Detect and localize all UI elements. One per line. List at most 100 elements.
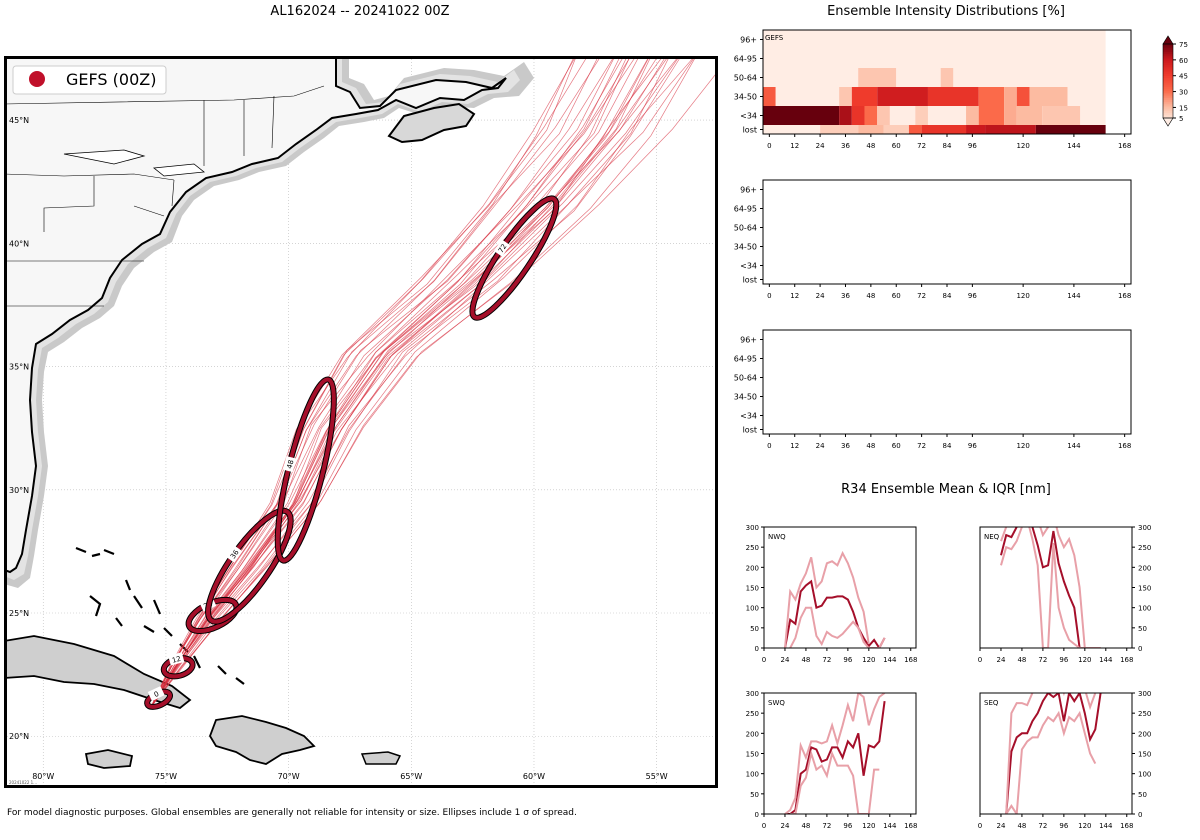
y-tick-label: 50 bbox=[1138, 625, 1147, 633]
colorbar-tick-label: 45 bbox=[1179, 73, 1188, 81]
heatmap-cell bbox=[915, 106, 928, 125]
r34-series-mean bbox=[1005, 693, 1102, 814]
x-tick-label: 0 bbox=[762, 822, 766, 830]
x-tick-label: 168 bbox=[904, 822, 917, 830]
plot-frame bbox=[762, 179, 1132, 285]
landmass-jamaica bbox=[84, 749, 134, 769]
y-tick-label: 96+ bbox=[740, 336, 757, 345]
y-tick-label: <34 bbox=[740, 262, 757, 271]
colorbar-segment bbox=[1163, 99, 1173, 102]
x-tick-label: 24 bbox=[816, 292, 825, 300]
lat-tick-label: 20°N bbox=[9, 732, 29, 741]
y-tick-label: 100 bbox=[746, 771, 759, 779]
r34-series-iqr-high bbox=[1005, 693, 1097, 814]
ensemble-track bbox=[150, 56, 695, 707]
colorbar-segment bbox=[1163, 79, 1173, 82]
x-tick-label: 48 bbox=[801, 822, 810, 830]
x-tick-label: 96 bbox=[968, 442, 977, 450]
x-tick-label: 24 bbox=[997, 656, 1006, 664]
heatmap-cell bbox=[1004, 106, 1017, 125]
plot-frame bbox=[762, 329, 1132, 435]
y-tick-label: <34 bbox=[740, 112, 757, 121]
ensemble-track bbox=[150, 56, 599, 707]
x-tick-label: 144 bbox=[1067, 292, 1081, 300]
x-tick-label: 72 bbox=[1038, 656, 1047, 664]
legend-label: GEFS (00Z) bbox=[66, 70, 156, 89]
map-title: AL162024 -- 20241022 00Z bbox=[270, 4, 450, 19]
colorbar-segment bbox=[1163, 108, 1173, 112]
colorbar-segment bbox=[1163, 47, 1173, 51]
y-tick-label: 100 bbox=[1138, 605, 1151, 613]
colorbar-tick-label: 30 bbox=[1179, 89, 1188, 97]
x-tick-label: 24 bbox=[816, 142, 825, 150]
colorbar-segment bbox=[1163, 90, 1173, 93]
x-tick-label: 12 bbox=[790, 292, 799, 300]
lat-tick-label: 35°N bbox=[9, 363, 29, 372]
colorbar-segment bbox=[1163, 82, 1173, 86]
x-tick-label: 84 bbox=[943, 142, 952, 150]
ellipse-label: 48 bbox=[286, 459, 296, 470]
x-tick-label: 60 bbox=[892, 442, 901, 450]
heatmap-cell bbox=[978, 106, 1005, 125]
x-tick-label: 144 bbox=[1067, 142, 1081, 150]
colorbar-segment bbox=[1163, 51, 1173, 54]
colorbar-segment bbox=[1163, 110, 1173, 113]
y-tick-label: 34-50 bbox=[734, 93, 757, 102]
x-tick-label: 120 bbox=[1078, 822, 1091, 830]
colorbar-segment bbox=[1163, 95, 1173, 99]
x-tick-label: 96 bbox=[1059, 656, 1068, 664]
x-tick-label: 168 bbox=[1118, 442, 1131, 450]
x-tick-label: 168 bbox=[1118, 292, 1131, 300]
x-tick-label: 0 bbox=[978, 822, 982, 830]
colorbar-segment bbox=[1163, 49, 1173, 52]
quadrant-label: SEQ bbox=[984, 699, 999, 707]
ensemble-track bbox=[150, 56, 616, 707]
heatmap-cell bbox=[763, 125, 821, 134]
heatmap-cell bbox=[1035, 125, 1106, 134]
y-tick-label: 150 bbox=[1138, 751, 1151, 759]
y-tick-label: 0 bbox=[1138, 811, 1142, 819]
x-tick-label: 120 bbox=[1016, 142, 1029, 150]
intensity-colorbar: 5 15 30 45 60 75 bbox=[1162, 35, 1188, 127]
r34-lines bbox=[784, 693, 886, 814]
x-tick-label: 144 bbox=[1067, 442, 1081, 450]
colorbar-segment bbox=[1163, 112, 1173, 115]
colorbar-segment bbox=[1163, 69, 1173, 73]
heatmap-cell bbox=[953, 68, 1106, 87]
heatmap-cell bbox=[927, 106, 967, 125]
colorbar-tick-label: 15 bbox=[1179, 104, 1188, 112]
x-tick-label: 120 bbox=[862, 822, 875, 830]
y-tick-label: <34 bbox=[740, 412, 757, 421]
intensity-title: Ensemble Intensity Distributions [%] bbox=[827, 4, 1065, 19]
y-tick-label: 64-95 bbox=[734, 55, 757, 64]
y-tick-label: 64-95 bbox=[734, 355, 757, 364]
colorbar-segment bbox=[1163, 58, 1173, 62]
r34-series-iqr-high bbox=[784, 550, 870, 648]
x-tick-label: 168 bbox=[1120, 656, 1133, 664]
x-tick-label: 96 bbox=[843, 822, 852, 830]
colorbar-segment bbox=[1163, 88, 1173, 91]
ensemble-track bbox=[150, 56, 696, 707]
x-tick-label: 0 bbox=[762, 656, 766, 664]
lon-tick-label: 80°W bbox=[32, 772, 54, 781]
colorbar-segment bbox=[1163, 45, 1173, 49]
r34-series-iqr-low bbox=[1000, 527, 1101, 648]
y-tick-label: 200 bbox=[1138, 564, 1151, 572]
ensemble-track bbox=[150, 56, 631, 707]
lat-tick-label: 30°N bbox=[9, 486, 29, 495]
ellipse-label-bg bbox=[283, 456, 297, 473]
colorbar-segment bbox=[1163, 84, 1173, 88]
heatmap-cell bbox=[877, 106, 890, 125]
ensemble-track bbox=[150, 56, 577, 707]
heatmap-cell bbox=[940, 68, 954, 87]
colorbar-segment bbox=[1163, 60, 1173, 63]
r34-series-iqr-low bbox=[790, 749, 880, 814]
intensity-panel-gefs: 96+ 64-95 50-64 34-50 <34 lost 0 12 24 36 48 60 72 84… bbox=[734, 29, 1132, 150]
x-tick-label: 96 bbox=[968, 142, 977, 150]
x-tick-label: 0 bbox=[767, 292, 771, 300]
x-tick-label: 36 bbox=[841, 442, 850, 450]
heatmap-cell bbox=[1004, 87, 1017, 106]
x-tick-label: 60 bbox=[892, 142, 901, 150]
y-tick-label: 96+ bbox=[740, 186, 757, 195]
heatmap-cell bbox=[1042, 106, 1081, 125]
